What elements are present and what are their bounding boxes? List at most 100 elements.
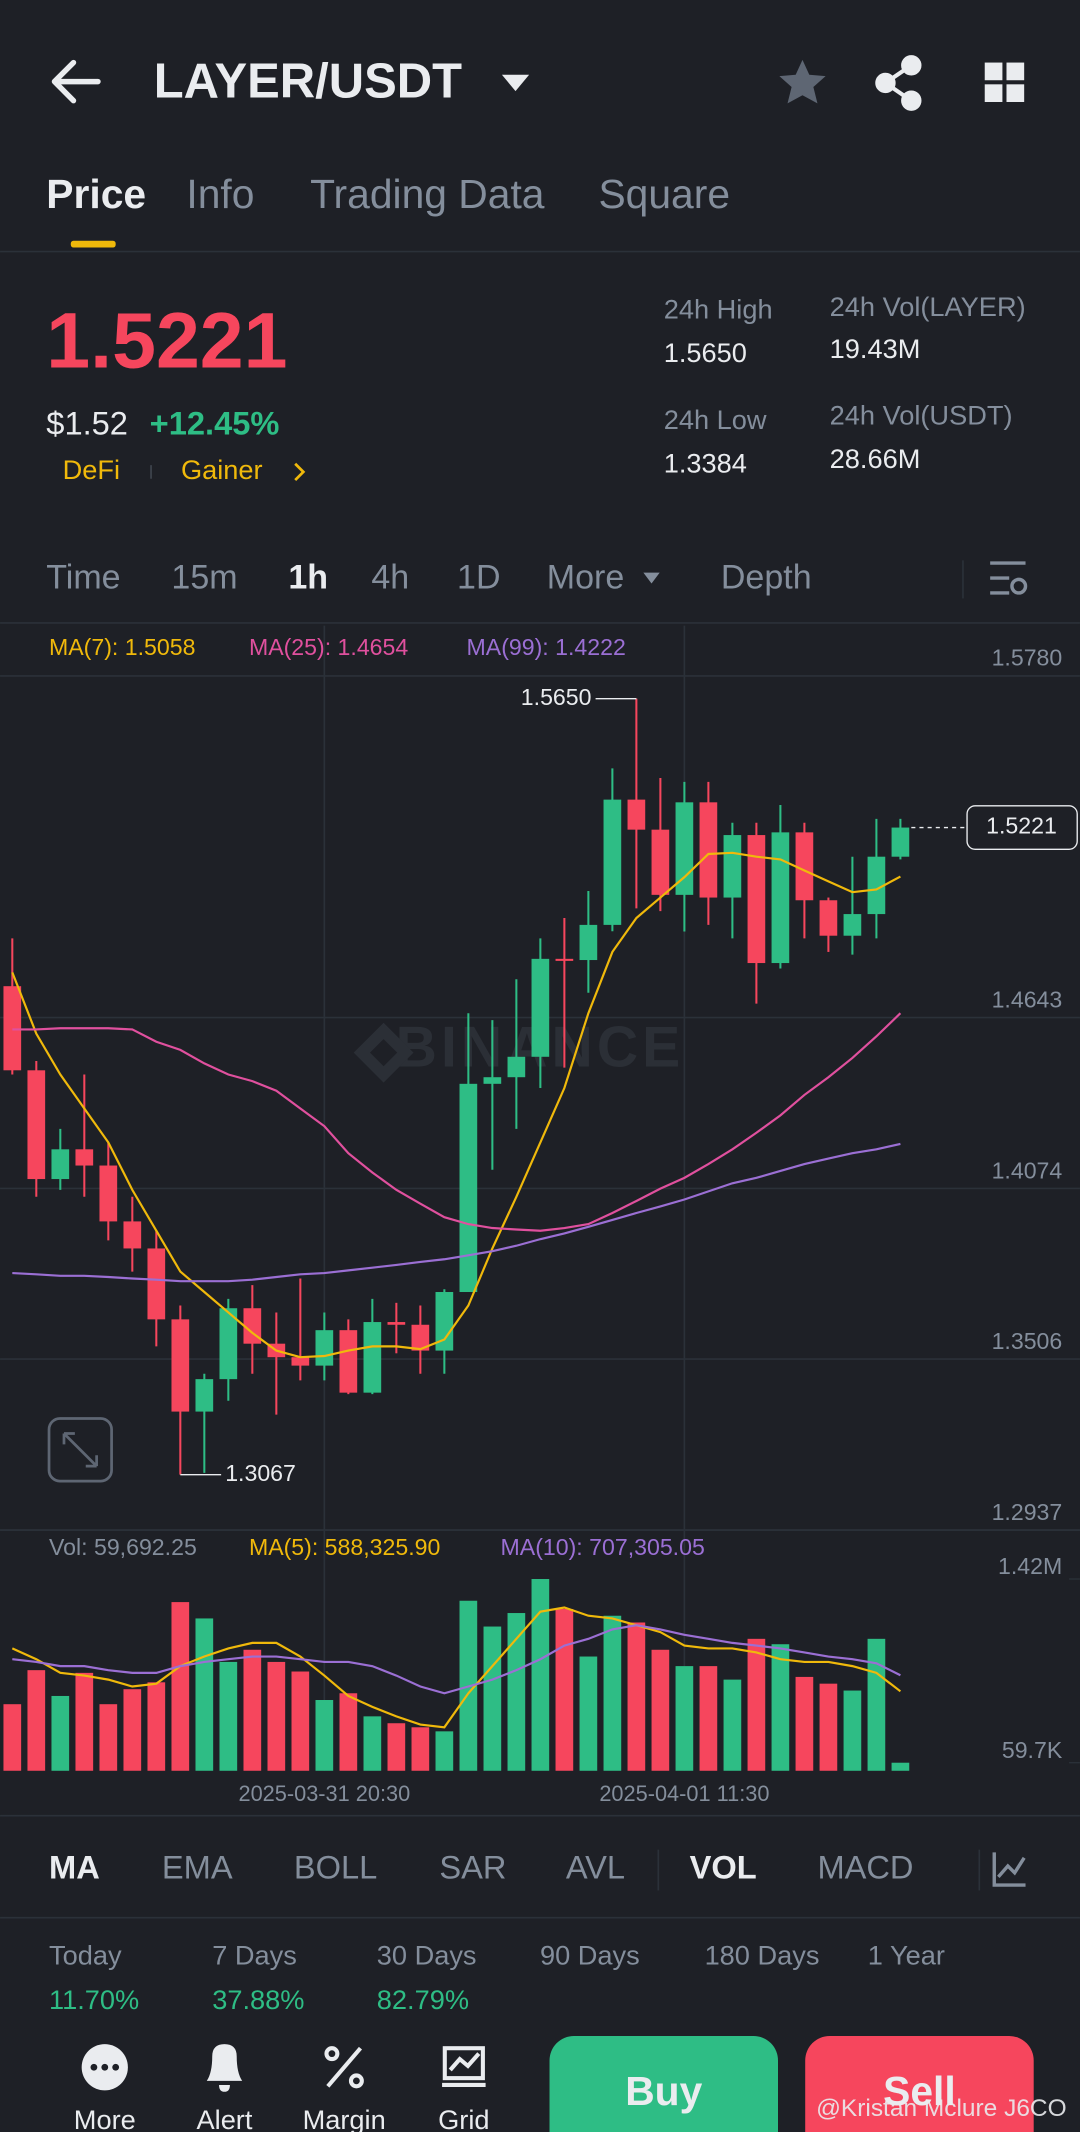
buy-label[interactable]: Buy <box>625 2068 702 2114</box>
x-tick-label: 2025-03-31 20:30 <box>238 1781 410 1806</box>
volume-bar <box>3 1704 22 1771</box>
candle-body <box>819 900 838 936</box>
tag[interactable]: Gainer <box>181 454 263 485</box>
chart-settings-icon[interactable] <box>990 561 1028 595</box>
candle-body <box>363 1322 382 1393</box>
interval[interactable]: 1D <box>457 558 500 596</box>
stat-label: 24h High <box>664 294 773 325</box>
alert-icon[interactable] <box>206 2044 243 2092</box>
volume-bar <box>651 1649 670 1771</box>
tab[interactable]: Price <box>46 171 146 217</box>
indicator[interactable]: BOLL <box>294 1849 377 1886</box>
volume-bar <box>723 1679 742 1771</box>
period-label: 90 Days <box>540 1939 640 1970</box>
indicator[interactable]: MACD <box>817 1849 913 1886</box>
indicator-settings-icon[interactable] <box>992 1852 1026 1887</box>
candle-body <box>123 1221 142 1249</box>
volume-bar <box>51 1695 70 1771</box>
indicator[interactable]: AVL <box>566 1849 625 1886</box>
sell-label[interactable]: Sell <box>883 2068 956 2114</box>
candle-body <box>795 832 814 901</box>
volume-bar <box>867 1638 886 1771</box>
interval[interactable]: 1h <box>288 558 328 596</box>
candle-body <box>891 827 910 857</box>
interval[interactable]: More <box>547 558 624 596</box>
ma-legend: MA(7): 1.5058 <box>49 634 195 660</box>
volume-ma-legend: MA(10): 707,305.05 <box>501 1534 705 1560</box>
volume-bar <box>75 1672 94 1771</box>
candle-body <box>219 1308 238 1380</box>
candle-body <box>3 986 22 1071</box>
x-tick-label: 2025-04-01 11:30 <box>599 1781 769 1806</box>
indicator[interactable]: MA <box>49 1849 100 1886</box>
active-tab-indicator <box>70 240 116 248</box>
candle-body <box>411 1324 430 1351</box>
favorite-icon[interactable] <box>779 59 826 104</box>
period-change: 11.70% <box>49 1984 139 2015</box>
volume-bar <box>843 1690 862 1771</box>
tab[interactable]: Square <box>598 171 730 217</box>
volume-bar <box>555 1608 574 1771</box>
back-button[interactable] <box>51 59 101 104</box>
volume-bar <box>411 1727 430 1771</box>
volume-bar <box>267 1661 286 1771</box>
tool-label[interactable]: More <box>74 2104 136 2132</box>
usd-price: $1.52 <box>46 404 128 441</box>
pair-dropdown[interactable] <box>501 74 530 92</box>
tab[interactable]: Trading Data <box>310 171 545 217</box>
candle-body <box>291 1357 310 1366</box>
volume-bar <box>747 1638 766 1771</box>
interval[interactable]: 15m <box>171 558 237 596</box>
expand-button[interactable] <box>47 1417 113 1483</box>
buy-button[interactable] <box>549 2035 778 2132</box>
interval[interactable]: Time <box>46 558 120 596</box>
candle-body <box>531 958 550 1057</box>
sell-button[interactable] <box>805 2035 1034 2132</box>
stat-label: 24h Vol(USDT) <box>830 400 1013 431</box>
candle-body <box>651 829 670 895</box>
candle-body <box>147 1248 166 1320</box>
tool-label[interactable]: Margin <box>303 2104 386 2132</box>
margin-icon[interactable] <box>324 2046 364 2089</box>
candle-body <box>171 1319 190 1412</box>
indicator[interactable]: EMA <box>162 1849 233 1886</box>
y-tick-label: 1.3506 <box>992 1328 1063 1354</box>
stat-label: 24h Vol(LAYER) <box>830 291 1026 322</box>
tool-label[interactable]: Alert <box>197 2104 253 2132</box>
volume-legend: Vol: 59,692.25 <box>49 1534 197 1560</box>
grid-icon[interactable] <box>442 2046 486 2087</box>
grid-menu-icon[interactable] <box>984 62 1025 103</box>
pair-title[interactable]: LAYER/USDT <box>154 54 462 108</box>
more-icon[interactable] <box>81 2044 128 2091</box>
tab[interactable]: Info <box>186 171 254 217</box>
candle-body <box>195 1379 214 1412</box>
bottom-bar: More Alert Margin Grid Buy Sell @Kristan Mc… <box>0 2011 1080 2132</box>
candle-body <box>387 1322 406 1325</box>
ma-line <box>12 1142 901 1283</box>
stat-value: 19.43M <box>830 333 921 364</box>
ma-legend: MA(25): 1.4654 <box>249 634 408 660</box>
interval[interactable]: Depth <box>721 558 812 596</box>
price-change: +12.45% <box>150 404 280 441</box>
y-tick-label: 1.4074 <box>992 1157 1063 1183</box>
stat-value: 1.5650 <box>664 337 747 368</box>
indicator[interactable]: SAR <box>439 1849 506 1886</box>
volume-bar <box>171 1602 190 1771</box>
volume-bar <box>819 1683 838 1771</box>
share-icon[interactable] <box>875 55 922 111</box>
interval[interactable]: 4h <box>371 558 409 596</box>
candle-body <box>507 1056 526 1078</box>
chart-watermark-logo <box>353 1022 414 1083</box>
volume-bar <box>387 1723 406 1771</box>
indicator[interactable]: VOL <box>690 1849 757 1886</box>
candle-body <box>867 856 886 915</box>
tool-label[interactable]: Grid <box>438 2104 489 2132</box>
volume-bar <box>123 1689 142 1771</box>
candle-body <box>771 832 790 964</box>
tag[interactable]: DeFi <box>63 454 120 485</box>
period-label: Today <box>49 1939 122 1970</box>
period-label: 30 Days <box>377 1939 477 1970</box>
volume-bar <box>291 1671 310 1771</box>
